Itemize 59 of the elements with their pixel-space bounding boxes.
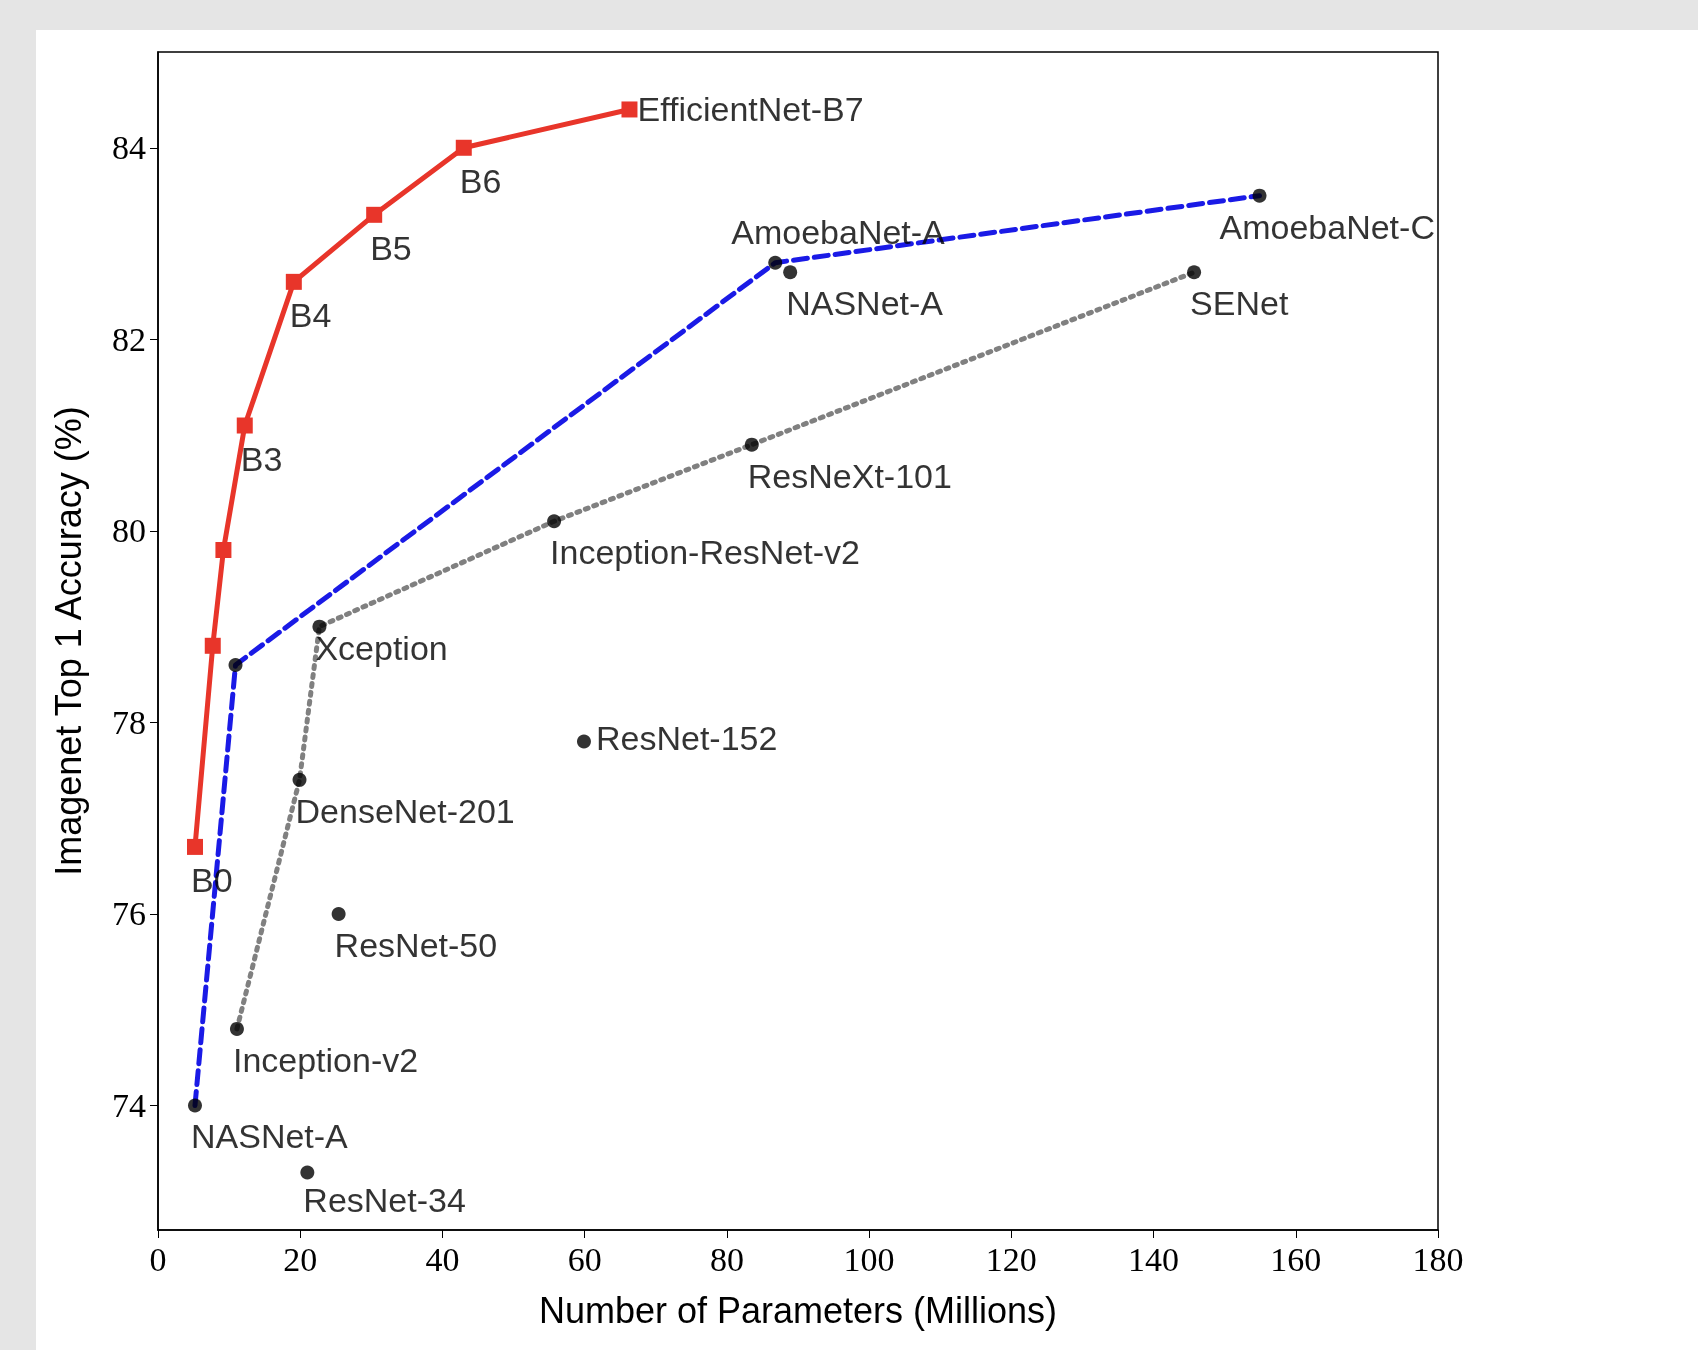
x-tick-label: 80 — [709, 1240, 744, 1278]
x-tick-label: 0 — [149, 1240, 167, 1278]
annotation: ResNet-34 — [303, 1180, 466, 1219]
point — [768, 255, 783, 270]
y-tick-label: 78 — [112, 703, 146, 741]
annotation: B5 — [370, 228, 412, 267]
x-tick-label: 60 — [567, 1240, 602, 1278]
annotation: EfficientNet-B7 — [637, 90, 864, 129]
point — [783, 265, 798, 280]
point — [1187, 265, 1202, 280]
y-tick-label: 82 — [112, 320, 146, 358]
x-axis-title: Number of Parameters (Millions) — [538, 1289, 1058, 1331]
annotation: B6 — [459, 161, 502, 200]
annotation: DenseNet-201 — [295, 791, 515, 830]
annotation: NASNet-A — [190, 1117, 349, 1156]
point — [228, 657, 243, 672]
annotation: B0 — [190, 860, 233, 899]
x-tick-label: 40 — [425, 1240, 460, 1278]
annotation: Xception — [315, 628, 448, 667]
point — [300, 1165, 315, 1180]
point — [455, 139, 472, 156]
annotation: Inception-ResNet-v2 — [550, 533, 861, 572]
point — [366, 206, 383, 223]
point — [204, 637, 221, 654]
y-tick-label: 80 — [112, 512, 146, 550]
point — [621, 101, 638, 118]
y-tick-label: 84 — [112, 129, 146, 167]
point — [215, 542, 232, 559]
point — [187, 1098, 202, 1113]
x-tick-label: 100 — [843, 1240, 895, 1278]
annotation: AmoebaNet-C — [1219, 207, 1435, 246]
point — [576, 734, 591, 749]
point — [547, 514, 562, 529]
point — [312, 619, 327, 634]
annotation: B4 — [289, 295, 332, 334]
annotation: NASNet-A — [786, 284, 944, 323]
x-tick-label: 20 — [283, 1240, 318, 1278]
y-tick-label: 76 — [112, 895, 146, 933]
annotation: Inception-v2 — [232, 1040, 419, 1079]
x-tick-label: 120 — [985, 1240, 1037, 1278]
point — [186, 838, 203, 855]
point — [744, 437, 759, 452]
point — [285, 273, 302, 290]
annotation: AmoebaNet-A — [731, 212, 946, 251]
x-tick-label: 160 — [1270, 1240, 1322, 1278]
annotation: B3 — [240, 439, 283, 478]
point — [292, 772, 307, 787]
point — [229, 1021, 244, 1036]
point — [331, 906, 346, 921]
point — [236, 417, 253, 434]
x-tick-label: 180 — [1412, 1240, 1464, 1278]
annotation: ResNeXt-101 — [747, 456, 952, 495]
annotation: SENet — [1190, 284, 1289, 323]
point — [1252, 188, 1267, 203]
annotation: ResNet-152 — [595, 718, 778, 757]
y-axis-title: Imagenet Top 1 Accuracy (%) — [47, 406, 89, 876]
y-tick-label: 74 — [112, 1087, 146, 1124]
x-tick-label: 140 — [1128, 1240, 1180, 1278]
annotation: ResNet-50 — [334, 925, 498, 964]
